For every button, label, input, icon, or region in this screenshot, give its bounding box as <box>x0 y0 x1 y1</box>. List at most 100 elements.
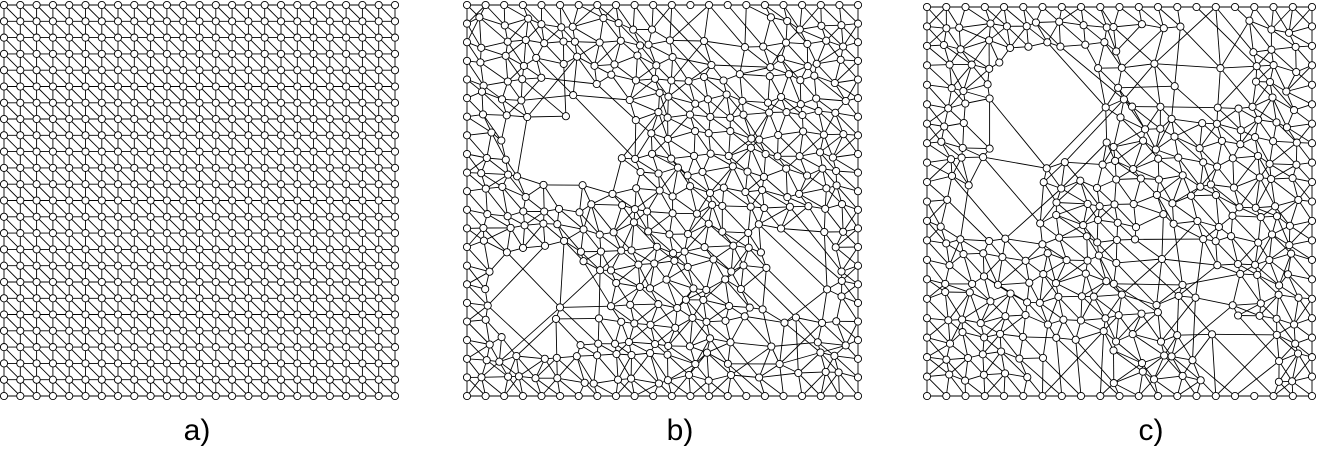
mesh-edge <box>1295 46 1313 66</box>
mesh-node <box>179 114 188 124</box>
mesh-edge <box>797 352 821 374</box>
mesh-node <box>556 391 565 401</box>
mesh-node <box>798 391 807 401</box>
mesh-node <box>502 111 511 120</box>
mesh-edge <box>639 286 659 305</box>
mesh-edge <box>1195 239 1204 298</box>
mesh-edge <box>821 289 828 323</box>
mesh-node <box>81 147 90 156</box>
mesh-edge <box>507 41 525 67</box>
mesh-node <box>667 391 676 401</box>
mesh-node <box>162 245 171 254</box>
mesh-edge <box>834 112 859 136</box>
mesh-edge <box>689 185 713 206</box>
mesh-edge <box>635 80 660 94</box>
mesh-node <box>179 343 188 352</box>
mesh-node <box>32 33 41 42</box>
mesh-edge <box>963 253 985 277</box>
mesh-edge <box>466 190 488 215</box>
mesh-edge <box>541 4 562 28</box>
mesh-edge <box>795 317 823 324</box>
mesh-node <box>735 70 744 79</box>
mesh-node <box>707 60 716 70</box>
mesh-edge <box>583 260 612 307</box>
mesh-node <box>32 147 41 156</box>
mesh-edge <box>481 376 505 397</box>
mesh-node <box>485 340 494 349</box>
mesh-edge <box>506 251 561 308</box>
mesh-node <box>309 49 318 58</box>
mesh-edge <box>1178 264 1218 297</box>
mesh-edge <box>1288 32 1313 47</box>
mesh-node <box>211 261 220 270</box>
mesh-node <box>812 94 821 103</box>
mesh-edge <box>651 4 654 30</box>
mesh-node <box>500 391 509 401</box>
mesh-edge <box>816 98 846 102</box>
mesh-node <box>65 17 74 26</box>
mesh-node <box>479 223 488 233</box>
mesh-edge <box>990 23 1011 49</box>
mesh-edge <box>479 16 508 43</box>
mesh-edge <box>1171 118 1200 149</box>
mesh-edge <box>1104 41 1123 69</box>
mesh-edge <box>520 77 542 101</box>
mesh-edge <box>940 199 948 227</box>
mesh-node <box>514 372 523 381</box>
mesh-node <box>837 276 846 285</box>
mesh-node <box>774 130 783 140</box>
mesh-node <box>260 17 269 26</box>
mesh-edge <box>1239 273 1262 304</box>
mesh-edge <box>841 246 859 272</box>
mesh-node <box>611 0 621 10</box>
mesh-edge <box>1269 81 1295 111</box>
mesh-edge <box>711 204 723 232</box>
mesh-node <box>32 98 41 107</box>
mesh-edge <box>688 374 710 397</box>
mesh-node <box>211 114 220 124</box>
mesh-node <box>130 82 139 91</box>
mesh-node <box>706 112 715 121</box>
mesh-edge <box>926 359 947 377</box>
mesh-edge <box>1171 118 1203 124</box>
mesh-edge <box>629 304 651 326</box>
mesh-node <box>325 33 334 42</box>
mesh-edge <box>667 379 691 397</box>
mesh-node <box>309 147 318 156</box>
mesh-node <box>500 0 509 10</box>
mesh-node <box>325 245 334 254</box>
mesh-edge <box>1039 202 1057 224</box>
mesh-edge <box>498 337 503 362</box>
mesh-node <box>853 280 863 289</box>
mesh-node <box>130 294 139 303</box>
mesh-node <box>130 277 139 287</box>
mesh-edge <box>466 209 484 229</box>
mesh-node <box>16 196 25 205</box>
mesh-node <box>16 310 25 319</box>
mesh-edge <box>1079 180 1100 207</box>
mesh-node <box>113 196 123 205</box>
mesh-edge <box>480 62 509 82</box>
mesh-node <box>685 342 694 351</box>
mesh-edge <box>669 40 705 78</box>
mesh-edge <box>1252 81 1271 108</box>
mesh-edge <box>779 363 784 397</box>
mesh-node <box>65 261 74 270</box>
mesh-node <box>520 221 529 230</box>
mesh-node <box>519 61 528 70</box>
mesh-node <box>799 127 808 136</box>
mesh-edge <box>1113 350 1143 364</box>
mesh-node <box>803 39 812 48</box>
mesh-edge <box>1042 243 1067 261</box>
mesh-edge <box>1237 303 1262 316</box>
mesh-edge <box>821 25 844 47</box>
mesh-node <box>342 98 351 107</box>
mesh-node <box>477 373 486 382</box>
mesh-edge <box>834 60 859 84</box>
mesh-edge <box>1056 180 1081 203</box>
mesh-node <box>244 0 253 10</box>
mesh-edge <box>1105 294 1123 319</box>
mesh-node <box>260 245 269 254</box>
mesh-node <box>325 147 334 156</box>
mesh-edge <box>485 174 509 189</box>
